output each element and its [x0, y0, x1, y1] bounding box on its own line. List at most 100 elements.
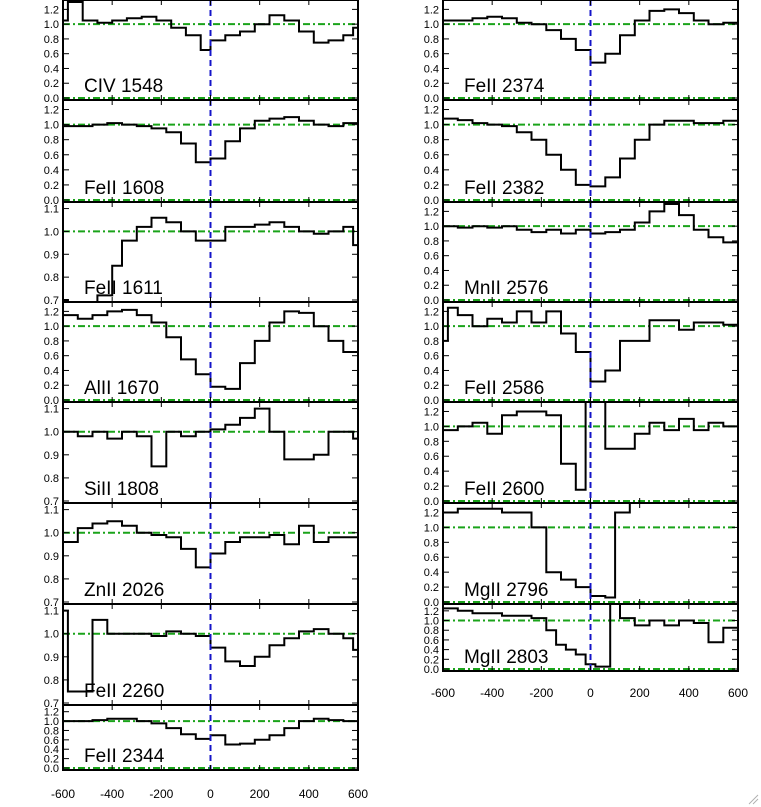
- y-tick-label: 0.2: [44, 380, 59, 392]
- panel-label-znii-2026: ZnII 2026: [84, 580, 164, 601]
- x-axis-left: -600 -400 -200 0 200 400 600: [51, 787, 368, 801]
- y-tick-label: 1.0: [424, 421, 439, 433]
- x-tick-label: -600: [51, 787, 75, 801]
- y-tick-label: 0.6: [424, 552, 439, 564]
- y-tick-label: 0.0: [424, 195, 439, 207]
- y-tick-label: 0.4: [44, 165, 59, 177]
- spectrum-line: [63, 609, 358, 693]
- x-axis-right: -600 -400 -200 0 200 400 600: [431, 686, 748, 700]
- y-tick-label: 0.2: [424, 582, 439, 594]
- x-tick-label: -400: [480, 686, 504, 700]
- y-tick-label: 1.0: [44, 321, 59, 333]
- y-tick-label: 1.1: [44, 204, 59, 216]
- y-tick-label: 0.6: [44, 735, 59, 747]
- y-tick-label: 0.8: [424, 135, 439, 147]
- panel-label-feii-1608: FeII 1608: [84, 178, 164, 199]
- x-tick-label: 600: [348, 787, 368, 801]
- panel-label-mnii-2576: MnII 2576: [464, 278, 549, 299]
- panel-label-feii-2600: FeII 2600: [464, 479, 544, 500]
- y-tick-label: 0.6: [424, 150, 439, 162]
- y-tick-label: 0.8: [44, 272, 59, 284]
- y-tick-label: 1.2: [424, 507, 439, 519]
- y-tick-label: 0.2: [424, 380, 439, 392]
- y-tick-label: 0.6: [44, 351, 59, 363]
- y-tick-label: 1.0: [424, 120, 439, 132]
- y-tick-label: 0.8: [424, 236, 439, 248]
- panel-feii-2600: 0.0 0.2 0.4 0.6 0.8 1.0 1.2 FeII 2600: [424, 401, 739, 508]
- y-tick-label: 0.9: [44, 450, 59, 462]
- y-tick-label: 0.8: [44, 135, 59, 147]
- y-tick-label: 0.4: [424, 63, 439, 75]
- y-tick-label: 0.2: [44, 754, 59, 766]
- y-tick-label: 0.0: [424, 664, 439, 676]
- x-tick-label: -600: [431, 686, 455, 700]
- y-tick-label: 0.8: [424, 537, 439, 549]
- y-tick-label: 0.0: [44, 763, 59, 775]
- y-tick-label: 0.0: [424, 93, 439, 105]
- y-tick-label: 0.2: [424, 280, 439, 292]
- y-tick-label: 1.0: [44, 19, 59, 31]
- y-tick-label: 0.9: [44, 249, 59, 261]
- x-tick-label: 200: [630, 686, 650, 700]
- y-tick-label: 1.0: [44, 528, 59, 540]
- y-tick-label: 0.9: [44, 652, 59, 664]
- panel-label-siii-1808: SiII 1808: [84, 479, 159, 500]
- y-tick-label: 0.0: [44, 395, 59, 407]
- panel-label-feii-2344: FeII 2344: [84, 746, 165, 767]
- y-tick-label: 1.0: [44, 629, 59, 641]
- y-tick-label: 0.2: [424, 481, 439, 493]
- resize-grip-icon[interactable]: [747, 793, 759, 805]
- y-tick-label: 0.0: [424, 395, 439, 407]
- y-tick-label: 1.2: [424, 105, 439, 117]
- panel-civ-1548: 0.0 0.2 0.4 0.6 0.8 1.0 1.2 CIV 1548: [44, 0, 359, 105]
- panel-feii-2586: 0.0 0.2 0.4 0.6 0.8 1.0 1.2 FeII 2586: [424, 301, 739, 407]
- y-tick-label: 0.2: [424, 654, 439, 666]
- y-tick-label: 0.7: [44, 496, 59, 508]
- y-tick-label: 1.2: [44, 4, 59, 16]
- y-tick-label: 0.6: [424, 351, 439, 363]
- y-tick-label: 0.7: [44, 698, 59, 710]
- panel-alii-1670: 0.0 0.2 0.4 0.6 0.8 1.0 1.2 AlII 1670: [44, 301, 359, 407]
- spectrum-line: [63, 520, 358, 569]
- y-tick-label: 1.0: [44, 716, 59, 728]
- y-tick-label: 0.6: [44, 49, 59, 61]
- y-tick-label: 1.2: [44, 306, 59, 318]
- y-tick-label: 0.6: [424, 451, 439, 463]
- x-tick-label: 400: [679, 686, 699, 700]
- panel-label-feii-1611: FeII 1611: [84, 278, 163, 299]
- y-tick-label: 0.8: [424, 336, 439, 348]
- y-tick-label: 1.2: [424, 406, 439, 418]
- panel-feii-1608: 0.0 0.2 0.4 0.6 0.8 1.0 1.2 FeII 1608: [44, 99, 359, 207]
- spectrum-line: [443, 604, 738, 668]
- panel-label-alii-1670: AlII 1670: [84, 378, 159, 399]
- panel-label-feii-2260: FeII 2260: [84, 681, 164, 702]
- y-tick-label: 0.4: [44, 63, 59, 75]
- panel-label-feii-2382: FeII 2382: [464, 178, 544, 199]
- y-tick-label: 1.1: [44, 606, 59, 618]
- y-tick-label: 0.8: [424, 625, 439, 637]
- x-tick-label: 0: [207, 787, 214, 801]
- y-tick-label: 0.6: [424, 635, 439, 647]
- x-tick-label: 200: [250, 787, 270, 801]
- y-tick-label: 0.4: [424, 165, 439, 177]
- y-tick-label: 0.0: [44, 93, 59, 105]
- spectrum-line: [63, 216, 358, 302]
- x-tick-label: -200: [529, 686, 553, 700]
- y-tick-label: 0.8: [44, 725, 59, 737]
- y-tick-label: 1.2: [424, 206, 439, 218]
- panel-label-feii-2586: FeII 2586: [464, 378, 544, 399]
- y-tick-label: 1.0: [424, 221, 439, 233]
- panel-siii-1808: 0.7 0.8 0.9 1.0 1.1 SiII 1808: [44, 401, 359, 508]
- y-tick-label: 0.2: [424, 78, 439, 90]
- y-tick-label: 0.4: [424, 466, 439, 478]
- x-tick-label: -200: [149, 787, 173, 801]
- y-tick-label: 1.0: [424, 522, 439, 534]
- x-tick-label: -400: [100, 787, 124, 801]
- spectrum-line: [63, 407, 358, 468]
- y-tick-label: 0.0: [424, 295, 439, 307]
- y-tick-label: 1.2: [44, 707, 59, 719]
- x-tick-label: 0: [587, 686, 594, 700]
- y-tick-label: 0.2: [424, 180, 439, 192]
- y-tick-label: 1.2: [424, 606, 439, 618]
